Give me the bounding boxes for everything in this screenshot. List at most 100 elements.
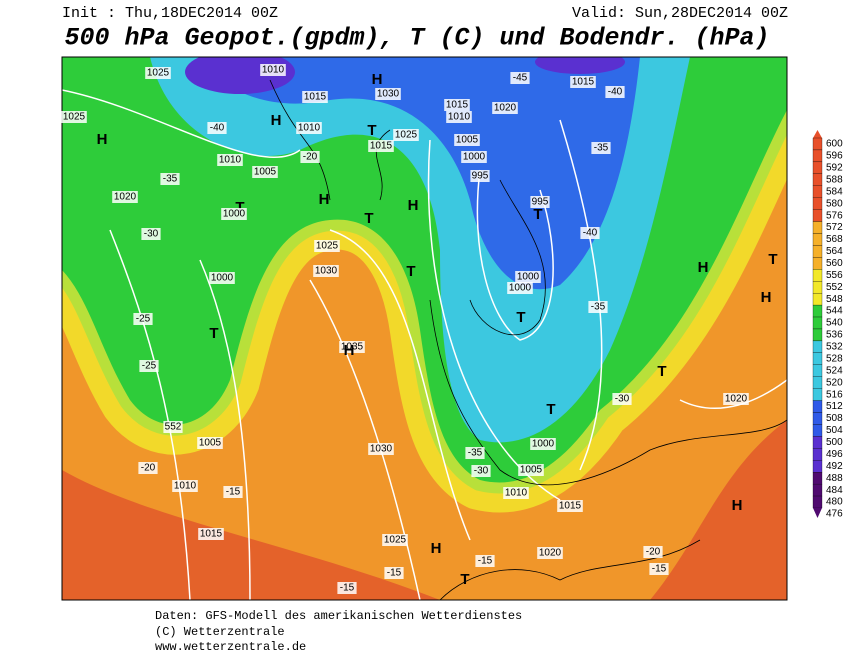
map — [62, 57, 787, 600]
legend-swatch — [812, 448, 823, 461]
map-label-bg — [368, 140, 394, 152]
legend-swatch — [812, 281, 823, 294]
contour-label: -30 — [615, 394, 630, 405]
pressure-center: T — [364, 210, 373, 227]
contour-label: 1000 — [509, 283, 532, 294]
pressure-center: T — [460, 571, 469, 588]
pressure-center: T — [406, 263, 415, 280]
valid-time: Valid: Sun,28DEC2014 00Z — [572, 5, 788, 22]
contour-label: -40 — [608, 87, 623, 98]
legend-label: 520 — [826, 377, 843, 388]
legend-swatch — [812, 424, 823, 437]
map-frame — [61, 56, 788, 601]
contour-label: -30 — [144, 229, 159, 240]
map-label-bg — [444, 99, 470, 111]
legend-label: 508 — [826, 413, 843, 424]
pressure-center: T — [367, 122, 376, 139]
legend-swatch — [812, 245, 823, 258]
map-label-bg — [454, 134, 480, 146]
contour-label: 995 — [532, 197, 549, 208]
map-label-bg — [197, 437, 223, 449]
contour-label: 1025 — [384, 535, 407, 546]
legend-label: 564 — [826, 246, 843, 257]
contour-label: -35 — [468, 448, 483, 459]
contour-label: 1025 — [147, 68, 170, 79]
map-label-bg — [507, 282, 533, 294]
footer-line: www.wetterzentrale.de — [155, 640, 306, 654]
pressure-center: T — [768, 251, 777, 268]
legend-swatch — [812, 161, 823, 174]
legend-swatch — [812, 376, 823, 389]
contour-label: 1025 — [316, 241, 339, 252]
pressure-center: T — [235, 199, 244, 216]
map-label-bg — [503, 487, 529, 499]
legend-swatch — [812, 436, 823, 449]
map-label-bg — [588, 301, 608, 313]
contour-label: -20 — [303, 152, 318, 163]
legend-label: 584 — [826, 186, 843, 197]
legend-swatch — [812, 352, 823, 365]
legend-arrow-bottom — [813, 508, 822, 518]
map-label-bg — [163, 421, 183, 433]
pressure-center: T — [546, 401, 555, 418]
legend-label: 580 — [826, 198, 843, 209]
contour-label: 1015 — [304, 92, 327, 103]
map-label-bg — [133, 313, 153, 325]
init-time: Init : Thu,18DEC2014 00Z — [62, 5, 278, 22]
legend-swatch — [812, 173, 823, 186]
contour-label: -40 — [583, 228, 598, 239]
title: 500 hPa Geopot.(gpdm), T (C) und Bodendr… — [64, 24, 769, 53]
map-label-bg — [313, 265, 339, 277]
map-label-bg — [314, 240, 340, 252]
warm-zone — [650, 420, 787, 600]
isobars — [62, 89, 787, 600]
map-label-bg — [518, 464, 544, 476]
contour-label: 1005 — [199, 438, 222, 449]
map-label-bg — [393, 129, 419, 141]
legend-swatch — [812, 257, 823, 270]
legend-arrow-top — [813, 130, 822, 138]
contour-label: 1015 — [559, 501, 582, 512]
map-label-bg — [207, 122, 227, 134]
map-label-bg — [375, 88, 401, 100]
legend-swatch — [812, 221, 823, 234]
contour-label: -25 — [142, 361, 157, 372]
contour-label: 1020 — [725, 394, 748, 405]
map-label-bg — [723, 393, 749, 405]
legend-label: 536 — [826, 330, 843, 341]
legend-swatch — [812, 364, 823, 377]
warm-zone — [62, 470, 440, 600]
legend-label: 552 — [826, 282, 843, 293]
map-label-bg — [160, 173, 180, 185]
contour-label: -35 — [163, 174, 178, 185]
pressure-center: H — [761, 289, 772, 306]
contour-label: -20 — [141, 463, 156, 474]
pressure-center: T — [533, 206, 542, 223]
contour-label: 1010 — [174, 481, 197, 492]
map-label-bg — [61, 111, 87, 123]
pressure-center: T — [657, 363, 666, 380]
map-label-bg — [112, 191, 138, 203]
map-label-bg — [557, 500, 583, 512]
legend-label: 492 — [826, 461, 843, 472]
contour-label: 1000 — [463, 152, 486, 163]
pressure-center: T — [516, 309, 525, 326]
map-label-bg — [570, 76, 596, 88]
contour-label: -35 — [594, 143, 609, 154]
footer-line: (C) Wetterzentrale — [155, 625, 285, 639]
map-label-bg — [461, 151, 487, 163]
map-label-bg — [580, 227, 600, 239]
legend-label: 476 — [826, 509, 843, 520]
map-label-bg — [145, 67, 171, 79]
legend-swatch — [812, 269, 823, 282]
map-label-bg — [138, 462, 158, 474]
contour-label: 1005 — [254, 167, 277, 178]
contour-label: 1000 — [517, 272, 540, 283]
legend-swatch — [812, 197, 823, 210]
pressure-center: H — [271, 112, 282, 129]
contour-label: -15 — [652, 564, 667, 575]
contour-label: 995 — [472, 171, 489, 182]
contour-label: -20 — [646, 547, 661, 558]
legend-label: 560 — [826, 258, 843, 269]
legend-swatch — [812, 304, 823, 318]
